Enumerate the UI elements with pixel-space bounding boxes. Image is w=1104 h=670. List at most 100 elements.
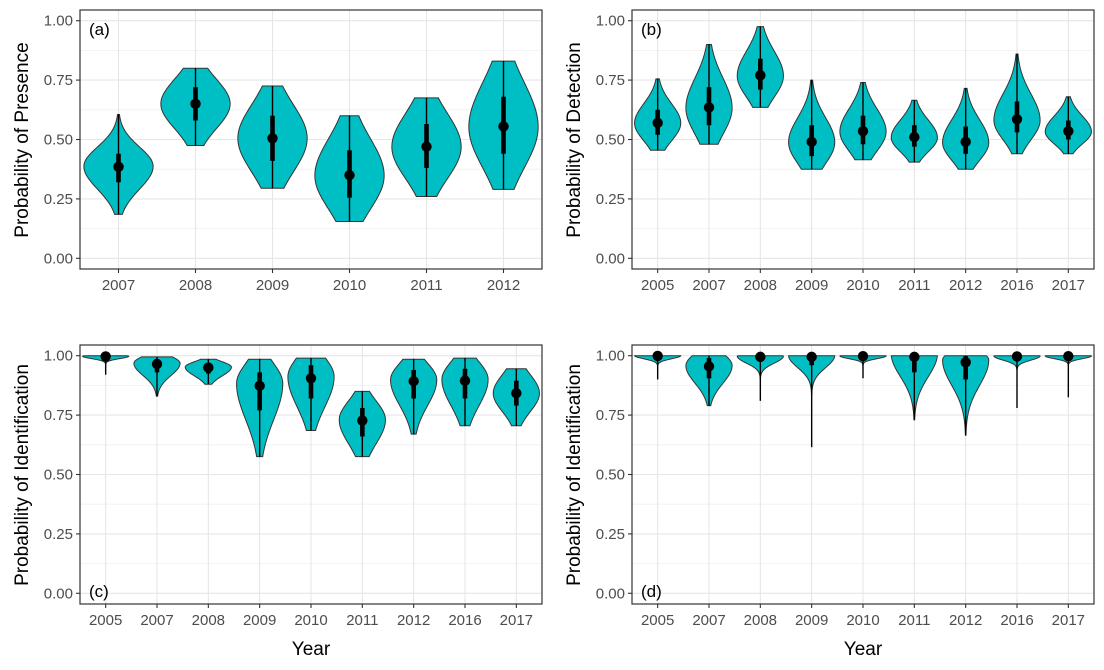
median-point (344, 169, 355, 181)
x-tick-label: 2016 (1000, 612, 1033, 629)
x-tick-label: 2009 (256, 277, 289, 294)
median-point (755, 70, 766, 81)
x-tick-label: 2010 (846, 612, 879, 629)
x-tick-label: 2016 (448, 612, 481, 629)
panel-c: 0.00 0.25 0.50 0.75 1.00 2005 2007 2008 2009 2010… (12, 344, 543, 660)
y-tick-label: 0.00 (596, 585, 625, 602)
x-tick-label: 2017 (1052, 277, 1085, 294)
median-point (703, 102, 715, 113)
median-point (203, 362, 214, 373)
median-point (100, 351, 111, 362)
median-point (703, 361, 715, 372)
median-point (267, 133, 278, 144)
x-tick-label: 2007 (102, 277, 135, 294)
median-point (857, 350, 869, 362)
panel-label: (c) (89, 582, 109, 601)
y-axis-title: Probability of Presence (12, 42, 33, 237)
x-tick-label: 2011 (898, 612, 930, 629)
x-tick-label: 2007 (140, 612, 173, 629)
x-tick-label: 2017 (1052, 612, 1085, 629)
median-point (113, 161, 124, 173)
y-tick-label: 0.75 (596, 407, 625, 424)
x-tick-label: 2009 (795, 612, 828, 629)
median-point (498, 121, 509, 132)
x-tick-label: 2016 (1000, 277, 1033, 294)
x-tick-label: 2008 (744, 277, 777, 294)
y-tick-label: 0.00 (44, 585, 73, 602)
x-tick-label: 2007 (692, 612, 725, 629)
panel-d: 0.00 0.25 0.50 0.75 1.00 2005 2007 2008 2009 2010… (564, 344, 1095, 660)
x-tick-label: 2008 (192, 612, 225, 629)
median-point (960, 357, 971, 368)
y-tick-label: 1.00 (44, 13, 73, 30)
x-tick-label: 2017 (500, 612, 533, 629)
y-axis-title: Probability of Identification (564, 364, 585, 586)
x-tick-label: 2005 (641, 612, 674, 629)
median-point (960, 136, 971, 148)
median-point (652, 117, 663, 129)
y-tick-label: 0.50 (596, 132, 625, 149)
x-tick-label: 2008 (179, 277, 212, 294)
x-tick-label: 2010 (294, 612, 327, 629)
median-point (652, 350, 663, 362)
median-point (909, 351, 920, 363)
median-point (806, 136, 817, 148)
y-axis-title: Probability of Detection (564, 42, 585, 237)
y-tick-label: 1.00 (596, 13, 625, 30)
x-tick-label: 2008 (744, 612, 777, 629)
x-axis-title: Year (292, 639, 331, 660)
x-tick-label: 2009 (795, 277, 828, 294)
median-point (459, 375, 471, 386)
y-tick-label: 1.00 (44, 348, 73, 365)
y-tick-label: 1.00 (596, 348, 625, 365)
y-tick-label: 0.00 (44, 250, 73, 267)
x-tick-label: 2012 (487, 277, 520, 294)
panel-label: (b) (641, 20, 662, 39)
x-tick-label: 2012 (397, 612, 430, 629)
y-tick-label: 0.25 (596, 191, 625, 208)
x-tick-label: 2010 (333, 277, 366, 294)
y-tick-label: 0.75 (596, 72, 625, 89)
y-tick-label: 0.25 (596, 526, 625, 543)
x-tick-label: 2011 (346, 612, 378, 629)
y-tick-label: 0.25 (44, 191, 73, 208)
panel-b: 0.00 0.25 0.50 0.75 1.00 2005 2007 2008 2009 2010… (564, 9, 1095, 294)
x-tick-label: 2011 (898, 277, 930, 294)
median-point (408, 375, 419, 387)
median-point (511, 388, 522, 399)
x-tick-label: 2009 (243, 612, 276, 629)
median-point (305, 373, 317, 384)
panel-label: (d) (641, 582, 662, 601)
x-tick-label: 2005 (89, 612, 122, 629)
y-tick-label: 0.50 (44, 132, 73, 149)
x-axis-title: Year (844, 639, 883, 660)
y-tick-label: 0.50 (596, 467, 625, 484)
x-tick-label: 2012 (949, 612, 982, 629)
panel-label: (a) (89, 20, 110, 39)
median-point (357, 415, 368, 426)
y-tick-label: 0.75 (44, 72, 73, 89)
median-point (151, 358, 163, 370)
median-point (1063, 125, 1074, 137)
y-tick-label: 0.25 (44, 526, 73, 543)
panel-a: 0.00 0.25 0.50 0.75 1.00 2007 2008 2009 2010 2011… (12, 9, 543, 294)
x-tick-label: 2011 (410, 277, 442, 294)
x-tick-label: 2005 (641, 277, 674, 294)
median-point (421, 141, 432, 152)
y-tick-label: 0.75 (44, 407, 73, 424)
x-tick-label: 2007 (692, 277, 725, 294)
median-point (190, 98, 201, 110)
y-tick-label: 0.50 (44, 467, 73, 484)
y-axis-title: Probability of Identification (12, 364, 33, 586)
y-tick-label: 0.00 (596, 250, 625, 267)
median-point (1011, 114, 1023, 125)
median-point (1063, 350, 1074, 362)
x-tick-label: 2010 (846, 277, 879, 294)
median-point (857, 125, 869, 137)
median-point (806, 351, 817, 363)
median-point (909, 131, 920, 143)
x-tick-label: 2012 (949, 277, 982, 294)
median-point (755, 351, 766, 363)
median-point (254, 380, 265, 392)
